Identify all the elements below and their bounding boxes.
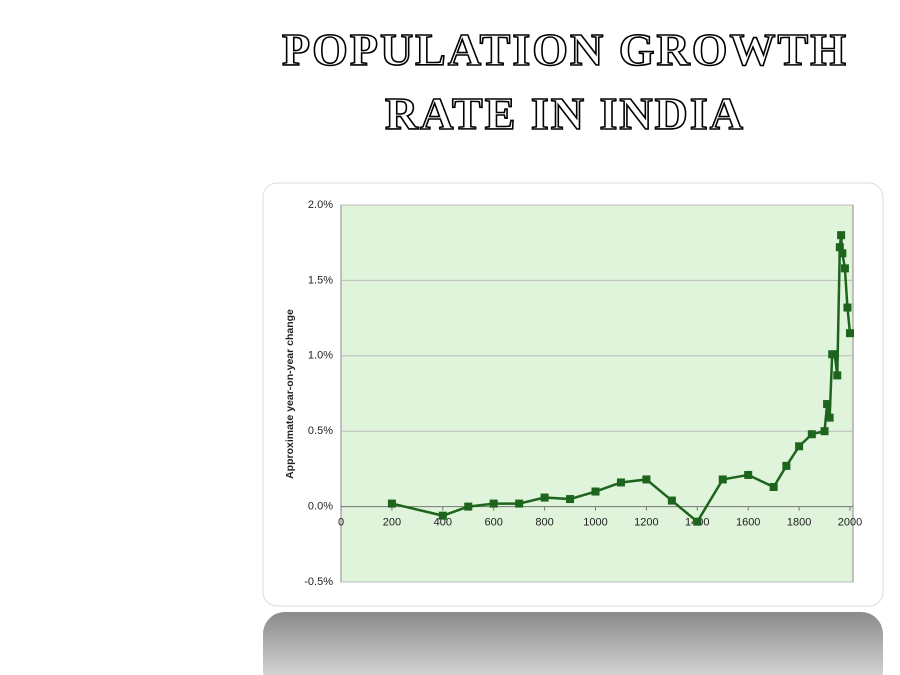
y-tick-label: 0.0%	[308, 501, 333, 513]
x-tick-label: 400	[434, 517, 452, 529]
data-point	[846, 329, 854, 338]
x-tick-label: 1200	[634, 517, 658, 529]
y-axis-label: Approximate year-on-year change	[284, 309, 296, 479]
x-tick-label: 800	[535, 517, 553, 529]
data-point	[515, 499, 524, 508]
data-point	[820, 427, 829, 436]
data-point	[840, 264, 849, 273]
x-tick-label: 1000	[583, 517, 607, 529]
data-point	[838, 249, 847, 258]
x-tick-label: 1800	[787, 517, 811, 529]
y-tick-label: 1.5%	[308, 274, 333, 286]
x-tick-label: 2000	[838, 517, 862, 529]
x-tick-label: 200	[383, 517, 401, 529]
data-point	[744, 470, 753, 479]
data-point	[616, 478, 625, 487]
data-point	[823, 400, 832, 409]
data-point	[837, 231, 846, 240]
y-tick-label: 0.5%	[308, 425, 333, 437]
y-tick-label: -0.5%	[304, 576, 333, 588]
data-point	[830, 350, 839, 359]
data-point	[540, 493, 549, 502]
y-tick-label: 1.0%	[308, 350, 333, 362]
data-point	[782, 461, 791, 470]
data-point	[591, 487, 600, 496]
data-point	[795, 442, 804, 451]
data-point	[843, 303, 852, 312]
data-point	[825, 413, 834, 422]
data-point	[438, 511, 447, 520]
data-point	[387, 499, 396, 508]
frame-reflection	[263, 612, 883, 675]
data-point	[667, 496, 676, 505]
y-tick-label: 2.0%	[308, 199, 333, 211]
plot-area	[340, 204, 854, 583]
data-point	[464, 502, 473, 511]
x-tick-label: 0	[338, 517, 344, 529]
data-point	[835, 243, 844, 252]
data-point	[566, 495, 575, 504]
data-point	[807, 430, 816, 439]
data-point	[642, 475, 651, 484]
data-point	[693, 517, 702, 526]
x-tick-label: 600	[485, 517, 503, 529]
slide-title: POPULATION GROWTH RATE IN INDIA	[281, 23, 848, 140]
data-point	[718, 475, 727, 484]
data-point	[489, 499, 498, 508]
x-tick-label: 1600	[736, 517, 760, 529]
data-point	[833, 371, 842, 380]
data-point	[769, 482, 778, 491]
